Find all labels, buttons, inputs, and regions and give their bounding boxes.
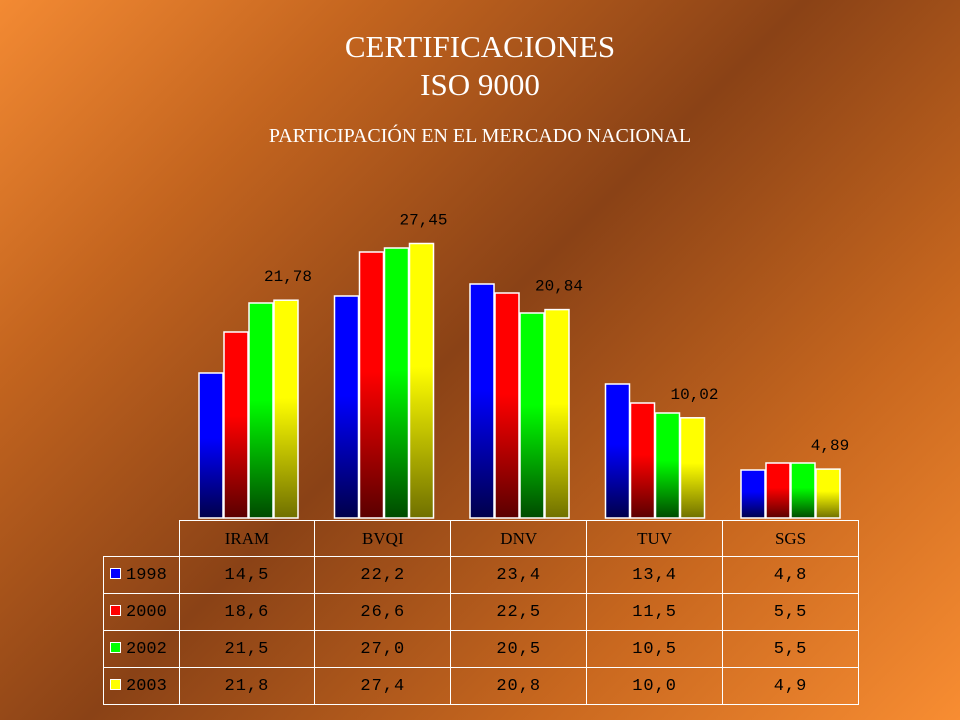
table-cell: 21,8 [178,667,316,705]
table-cell: 23,4 [450,556,588,594]
bar-iram-2000 [223,331,249,519]
data-label-dnv: 20,84 [535,278,583,296]
bar-dnv-1998 [469,283,495,519]
category-label-bvqi: BVQI [314,520,452,557]
table-row: 2002 21,5 27,0 20,5 10,5 5,5 [103,630,859,668]
category-label-sgs: SGS [722,520,859,557]
table-cell: 5,5 [722,630,859,668]
table-cell: 11,5 [586,593,724,631]
table-cell: 21,5 [178,630,316,668]
legend-entry-2000: 2000 [103,593,180,631]
table-cell: 13,4 [586,556,724,594]
table-cell: 27,0 [314,630,452,668]
legend-label: 1998 [126,565,167,585]
table-cell: 26,6 [314,593,452,631]
bar-bvqi-1998 [333,295,360,519]
table-cell: 22,5 [450,593,588,631]
bar-dnv-2003 [544,308,570,519]
bar-iram-2003 [273,299,299,519]
legend-swatch [110,567,121,579]
table-row: 2003 21,8 27,4 20,8 10,0 4,9 [103,667,859,705]
table-row: 1998 14,5 22,2 23,4 13,4 4,8 [103,556,859,594]
bar-iram-2002 [248,302,274,519]
bar-dnv-2000 [494,292,520,519]
chart-title: CERTIFICACIONES [344,29,616,64]
data-label-iram: 21,78 [264,268,312,286]
table-cell: 5,5 [722,593,859,631]
bar-tuv-2002 [654,412,681,519]
table-cell: 4,9 [722,667,859,705]
bar-sgs-2000 [765,462,791,519]
bar-tuv-2000 [629,402,656,519]
bar-bvqi-2000 [358,251,385,519]
category-label-dnv: DNV [450,520,588,557]
bar-sgs-2002 [790,462,816,519]
table-cell: 10,5 [586,630,724,668]
legend-entry-2003: 2003 [103,667,180,705]
bar-sgs-2003 [815,468,841,519]
data-label-sgs: 4,89 [811,437,849,455]
table-header-row: IRAM BVQI DNV TUV SGS [104,520,859,557]
legend-entry-2002: 2002 [103,630,180,668]
legend-swatch [110,678,121,690]
category-label-iram: IRAM [178,520,316,557]
table-cell: 22,2 [314,556,452,594]
table-cell: 20,5 [450,630,588,668]
chart-title-line2: ISO 9000 [420,67,540,102]
title-block: CERTIFICACIONES ISO 9000 [0,28,960,104]
table-cell: 20,8 [450,667,588,705]
legend-entry-1998: 1998 [103,556,180,594]
data-table: IRAM BVQI DNV TUV SGS 1998 14,5 22,2 23,4 13,4 4,… [103,520,859,705]
legend-swatch [110,641,121,653]
table-cell: 27,4 [314,667,452,705]
bar-sgs-1998 [740,469,766,519]
bar-bvqi-2002 [383,247,410,519]
legend-label: 2000 [126,602,167,622]
legend-swatch [110,604,121,616]
table-cell: 10,0 [586,667,724,705]
table-row: 2000 18,6 26,6 22,5 11,5 5,5 [103,593,859,631]
data-label-tuv: 10,02 [670,386,718,404]
table-corner [104,521,180,557]
legend-label: 2002 [126,639,167,659]
table-cell: 18,6 [178,593,316,631]
table-cell: 4,8 [722,556,859,594]
bar-tuv-2003 [679,417,706,519]
legend-label: 2003 [126,676,167,696]
bar-tuv-1998 [604,383,631,519]
chart-subtitle: PARTICIPACIÓN EN EL MERCADO NACIONAL [268,125,692,147]
category-label-tuv: TUV [586,520,724,557]
table-cell: 14,5 [178,556,316,594]
bar-iram-1998 [198,372,224,519]
bar-dnv-2002 [519,312,545,519]
data-label-bvqi: 27,45 [399,212,447,230]
bar-bvqi-2003 [408,242,435,519]
